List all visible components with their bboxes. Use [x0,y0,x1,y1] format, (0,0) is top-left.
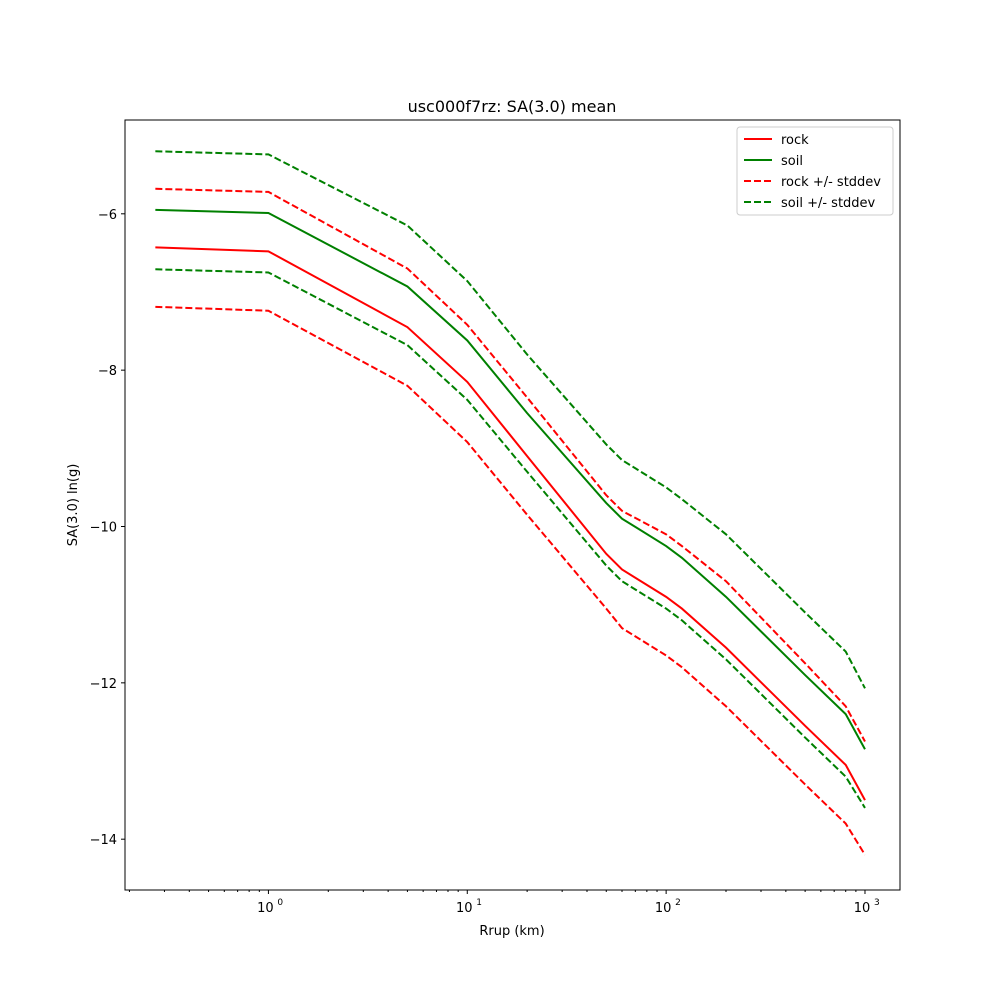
y-tick-label: −6 [98,208,117,223]
legend-box [736,126,894,216]
y-axis-label: SA(3.0) ln(g) [66,464,81,547]
chart-title: usc000f7rz: SA(3.0) mean [408,97,617,116]
series-line-soil-stddev-5 [155,268,866,809]
series-line-rock-stddev-3 [155,305,866,856]
x-tick-label: 10 [655,901,672,916]
series-line-soil-stddev-4 [155,150,866,689]
y-tick-label: −10 [90,520,117,535]
plot-lines [155,150,866,856]
legend-label-rock-stddev: rock +/- stddev [781,175,881,190]
y-tick-label: −8 [98,364,117,379]
y-tick-label: −12 [90,677,117,692]
legend-label-soil: soil [781,154,803,169]
x-tick-exponent: 2 [675,898,681,908]
x-tick-label: 10 [456,901,473,916]
y-tick-label: −14 [90,833,117,848]
x-tick-exponent: 1 [476,898,482,908]
legend-label-soil-stddev: soil +/- stddev [781,196,876,211]
plot-frame [124,119,901,891]
chart-legend: rock soil rock +/- stddev soil +/- stddev [736,126,894,216]
series-line-rock-stddev-2 [155,187,866,742]
series-line-soil-1 [155,208,866,750]
legend-label-rock: rock [781,133,809,148]
x-axis-ticks: 10 0 10 1 10 2 10 3 [128,890,880,916]
x-axis-label: Rrup (km) [479,924,544,939]
x-tick-exponent: 0 [277,898,283,908]
y-axis-ticks: −14 −12 −10 −8 −6 [90,208,125,848]
x-tick-exponent: 3 [874,898,880,908]
series-line-rock-0 [155,246,866,801]
x-tick-label: 10 [257,901,274,916]
x-tick-label: 10 [854,901,871,916]
